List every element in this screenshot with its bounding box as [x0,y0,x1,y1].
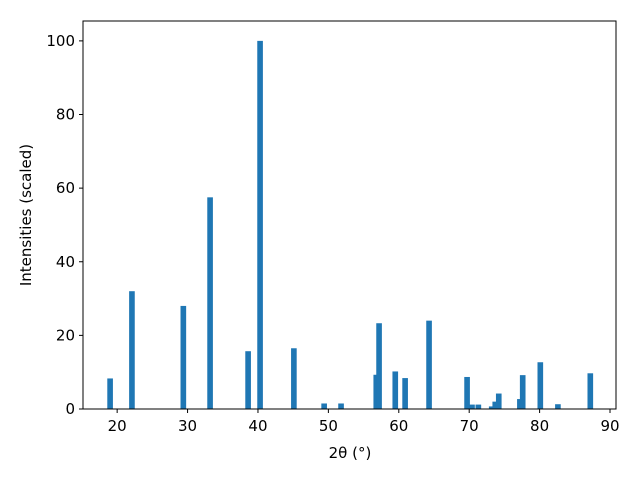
x-tick-label: 40 [248,417,267,435]
bar [376,323,382,409]
bar [291,348,297,409]
x-tick-label: 90 [600,417,619,435]
y-tick-label: 40 [56,253,75,271]
y-tick-label: 80 [56,106,75,124]
bar [475,404,482,409]
y-axis-label: Intensities (scaled) [17,144,35,286]
bar [338,403,344,409]
bar [107,378,113,409]
bar [488,406,495,409]
bar [469,404,475,409]
x-tick-label: 60 [389,417,408,435]
bar [492,401,499,409]
x-axis-label: 2θ (°) [329,444,372,462]
bar [587,373,594,409]
bar [129,291,135,409]
x-tick-label: 50 [319,417,338,435]
x-tick-label: 20 [108,417,127,435]
x-tick-label: 70 [460,417,479,435]
bar [555,404,561,409]
bar [321,403,327,409]
bar [180,305,187,409]
bar [207,197,213,409]
bar [392,371,399,409]
bar [537,362,544,409]
x-tick-label: 80 [530,417,549,435]
y-tick-label: 60 [56,179,75,197]
x-tick-label: 30 [178,417,197,435]
bar [464,376,470,409]
plot-frame [82,20,617,410]
bar [426,320,432,409]
y-tick-label: 0 [65,400,75,418]
bar [257,40,263,409]
bar [402,378,408,409]
bar [495,393,502,409]
bar [519,375,526,409]
y-tick-label: 20 [56,326,75,344]
y-tick-label: 100 [46,32,75,50]
bar [245,351,251,409]
